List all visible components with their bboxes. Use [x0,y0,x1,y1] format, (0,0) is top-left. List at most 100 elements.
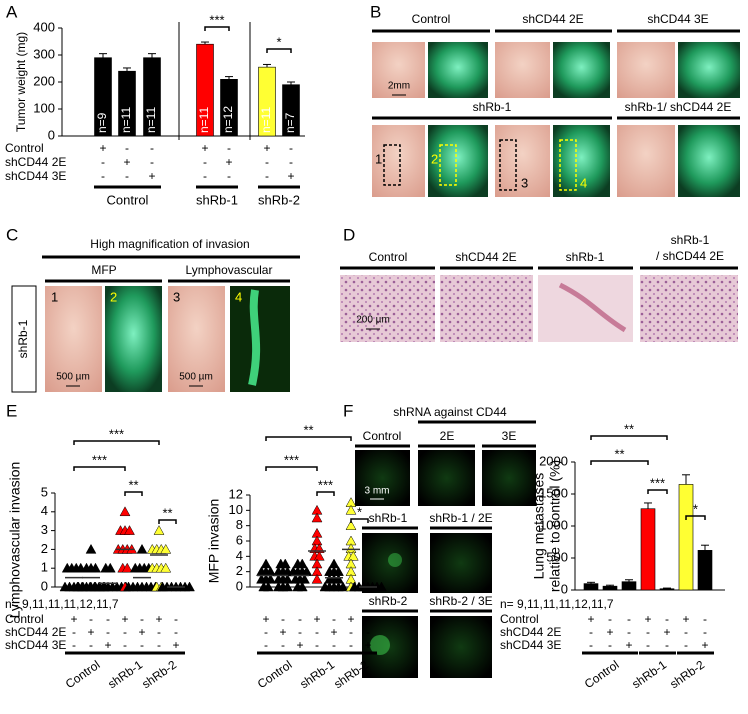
significance-bracket [158,519,177,524]
sign: - [589,638,593,652]
sign: + [138,625,145,639]
sign: - [123,625,127,639]
inset-box [383,144,401,186]
data-point [153,525,165,535]
sign: + [225,155,232,169]
sign: + [279,625,286,639]
y-tick-label: 0 [41,578,48,593]
title: / shCD44 2E [656,249,724,263]
row-label: Control [5,612,44,626]
y-tick-label: 400 [33,19,55,34]
sign: + [262,612,269,626]
sign: + [587,612,594,626]
data-point [90,562,101,573]
photo [355,450,410,506]
row-label: shCD44 3E [500,638,561,652]
sign: - [608,612,612,626]
row-label: shCD44 3E [5,169,66,183]
sign: - [665,638,669,652]
title: shCD44 3E [647,12,708,26]
sign: - [608,638,612,652]
sign: - [174,612,178,626]
image-label: shRb-2 / 3E [429,594,492,608]
significance-bracket [590,435,668,440]
y-tick-label: 1000 [539,517,568,532]
data-point [337,581,349,592]
y-tick-label: 2000 [539,453,568,468]
sign: - [349,625,353,639]
photo [440,275,533,342]
sign: - [298,612,302,626]
sign: - [349,638,353,652]
inset-box [559,139,577,191]
sign: - [157,638,161,652]
significance-bracket [590,460,649,465]
panel-letter: A [6,2,18,21]
y-tick-label: 200 [33,73,55,88]
bar [697,550,713,591]
y-tick-label: 1500 [539,485,568,500]
photo [678,125,740,197]
y-tick-label: 300 [33,46,55,61]
group-label: Control [107,192,149,207]
photo [538,275,633,342]
row-label: shCD44 3E [5,638,66,652]
significance-label: * [357,504,362,519]
row-label: shCD44 2E [500,625,561,639]
sign: - [203,155,207,169]
sign: - [227,141,231,155]
y-tick-label: 0 [48,127,55,142]
significance-bracket [350,518,369,523]
sign: + [172,638,179,652]
photo [428,125,488,197]
bar [583,583,599,591]
significance-bracket [265,436,352,441]
sign: - [298,625,302,639]
inset-number: 4 [235,289,242,304]
sign: - [684,638,688,652]
bar [659,588,675,591]
significance-label: *** [109,426,124,441]
title: High magnification of invasion [90,237,249,251]
title: Control [412,12,451,26]
sign: - [140,638,144,652]
panel-d: Control shCD44 2E shRb-1 shRb-1 / shCD44… [340,233,738,342]
y-axis-label: MFP invasion [206,499,222,584]
sign: + [287,169,294,183]
sign: - [72,638,76,652]
n-label: n=7 [283,112,297,133]
sign: + [364,638,371,652]
data-point [160,562,172,573]
photo [495,125,550,197]
sign: + [123,155,130,169]
signal [388,553,402,567]
sign: - [315,625,319,639]
sign: - [101,155,105,169]
data-point [262,581,274,592]
group-label: shRb-2 [667,657,707,691]
sign: + [201,141,208,155]
sign: - [125,141,129,155]
title: shRb-1 [566,250,605,264]
group-label: Control [255,658,295,692]
photo [430,533,492,593]
image-label: 2E [440,429,455,443]
n-label: n=11 [119,107,133,133]
bar [678,484,694,591]
n-label: n=11 [144,107,158,133]
data-point [376,581,387,592]
group-label: shRb-1 [105,657,145,691]
sign: - [627,612,631,626]
significance-label: ** [128,477,138,492]
photo [45,286,102,392]
significance-label: * [693,501,698,516]
data-point [311,535,323,546]
significance-label: ** [162,505,172,520]
data-point [136,543,148,554]
panel-letter: E [6,401,17,420]
y-tick-label: 12 [229,486,243,501]
sign: - [264,638,268,652]
photo [553,42,610,98]
panel-letter: B [370,2,381,21]
